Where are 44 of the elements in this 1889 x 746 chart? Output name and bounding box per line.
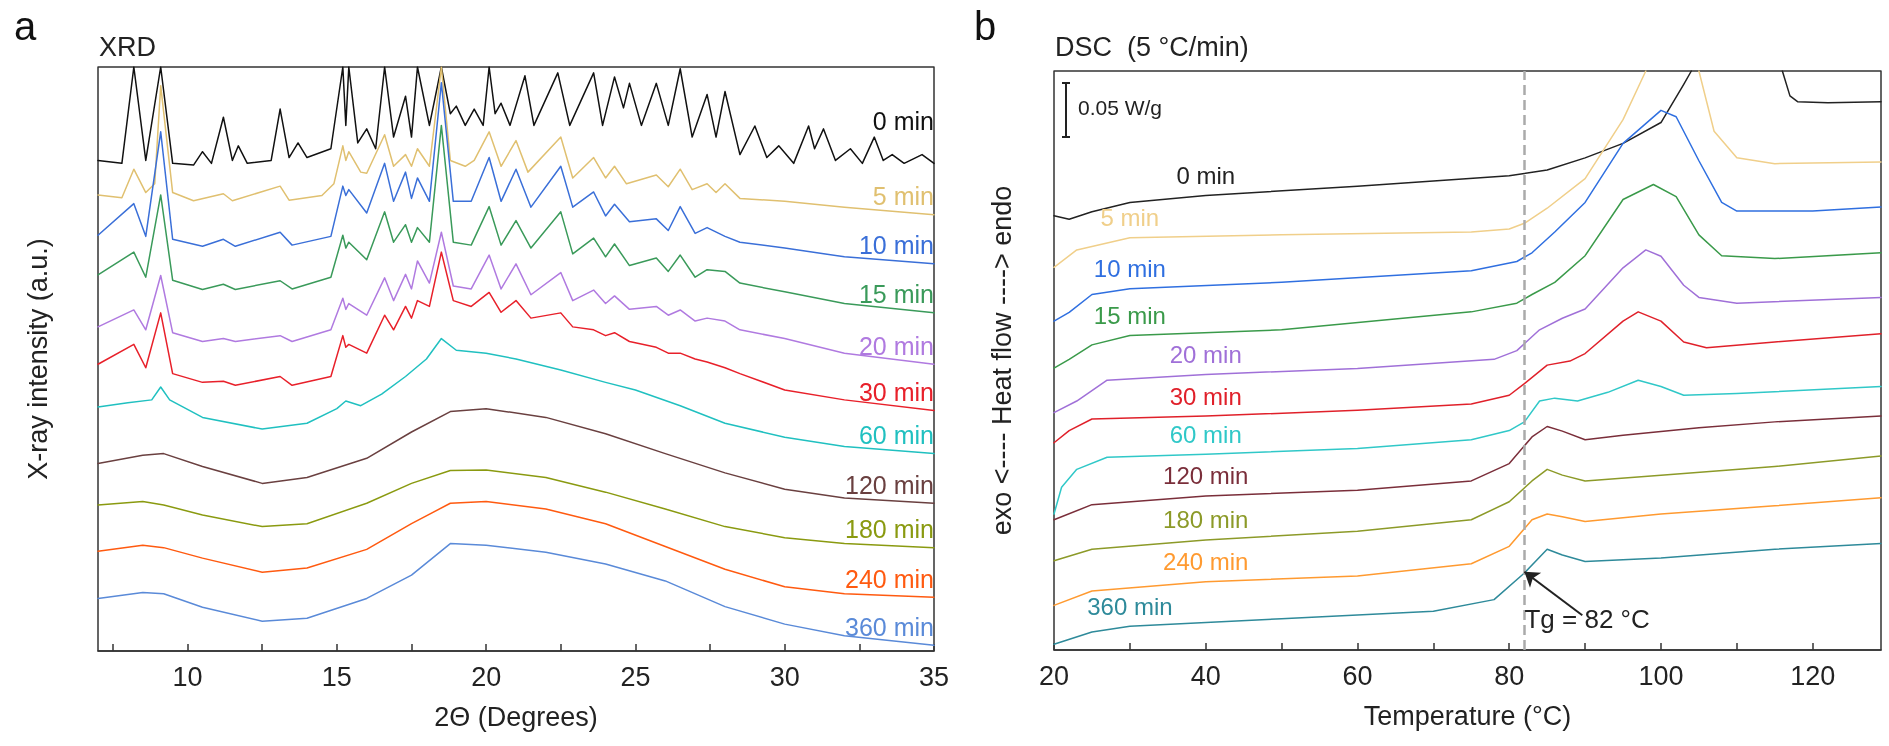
x-tick-label: 25: [620, 661, 651, 692]
x-axis-title: Temperature (°C): [1363, 700, 1572, 731]
series-label: 15 min: [1093, 302, 1166, 330]
series-label: 10 min: [1093, 255, 1166, 283]
series-label: 20 min: [1169, 340, 1242, 368]
series-label: 360 min: [1087, 592, 1173, 620]
series-label: 30 min: [858, 377, 934, 406]
chart-title: DSC (5 °C/min): [1055, 31, 1249, 62]
annotation: Tg = 82 °C: [1524, 603, 1650, 634]
x-tick-label: 15: [321, 661, 352, 692]
series-label: 120 min: [845, 470, 934, 499]
y-axis-title: X-ray intensity (a.u.): [23, 238, 53, 480]
x-axis-title: 2Θ (Degrees): [434, 701, 598, 732]
series-label: 0 min: [872, 106, 934, 135]
x-tick-label: 80: [1494, 660, 1525, 691]
series-label: 240 min: [1163, 548, 1249, 576]
x-tick-label: 60: [1342, 660, 1373, 691]
chart-title: XRD: [99, 31, 157, 62]
y-axis-title: exo <---- Heat flow ----> endo: [987, 185, 1017, 536]
x-tick-label: 40: [1190, 660, 1221, 691]
series-label: 60 min: [1169, 420, 1242, 448]
series-label: 30 min: [1169, 382, 1242, 410]
series-label: 20 min: [858, 331, 934, 360]
x-tick-label: 20: [1038, 660, 1070, 691]
x-tick-label: 35: [918, 661, 950, 692]
text: b: [974, 4, 997, 48]
series-label: 180 min: [845, 515, 934, 544]
x-tick-label: 120: [1790, 660, 1836, 691]
x-tick-label: 100: [1638, 660, 1684, 691]
series-label: 10 min: [858, 231, 934, 260]
series-label: 240 min: [845, 564, 934, 593]
text: a: [14, 4, 37, 48]
x-tick-label: 10: [172, 661, 203, 692]
series-label: 360 min: [845, 612, 934, 641]
series-label: 15 min: [858, 280, 934, 309]
series-label: 0 min: [1176, 161, 1236, 189]
series-label: 120 min: [1163, 462, 1249, 490]
series-label: 5 min: [1100, 204, 1160, 232]
x-tick-label: 30: [769, 661, 800, 692]
series-label: 5 min: [872, 182, 934, 211]
series-label: 180 min: [1163, 506, 1249, 534]
series-label: 60 min: [858, 421, 934, 450]
annotation: 0.05 W/g: [1078, 96, 1163, 119]
x-tick-label: 20: [471, 661, 502, 692]
